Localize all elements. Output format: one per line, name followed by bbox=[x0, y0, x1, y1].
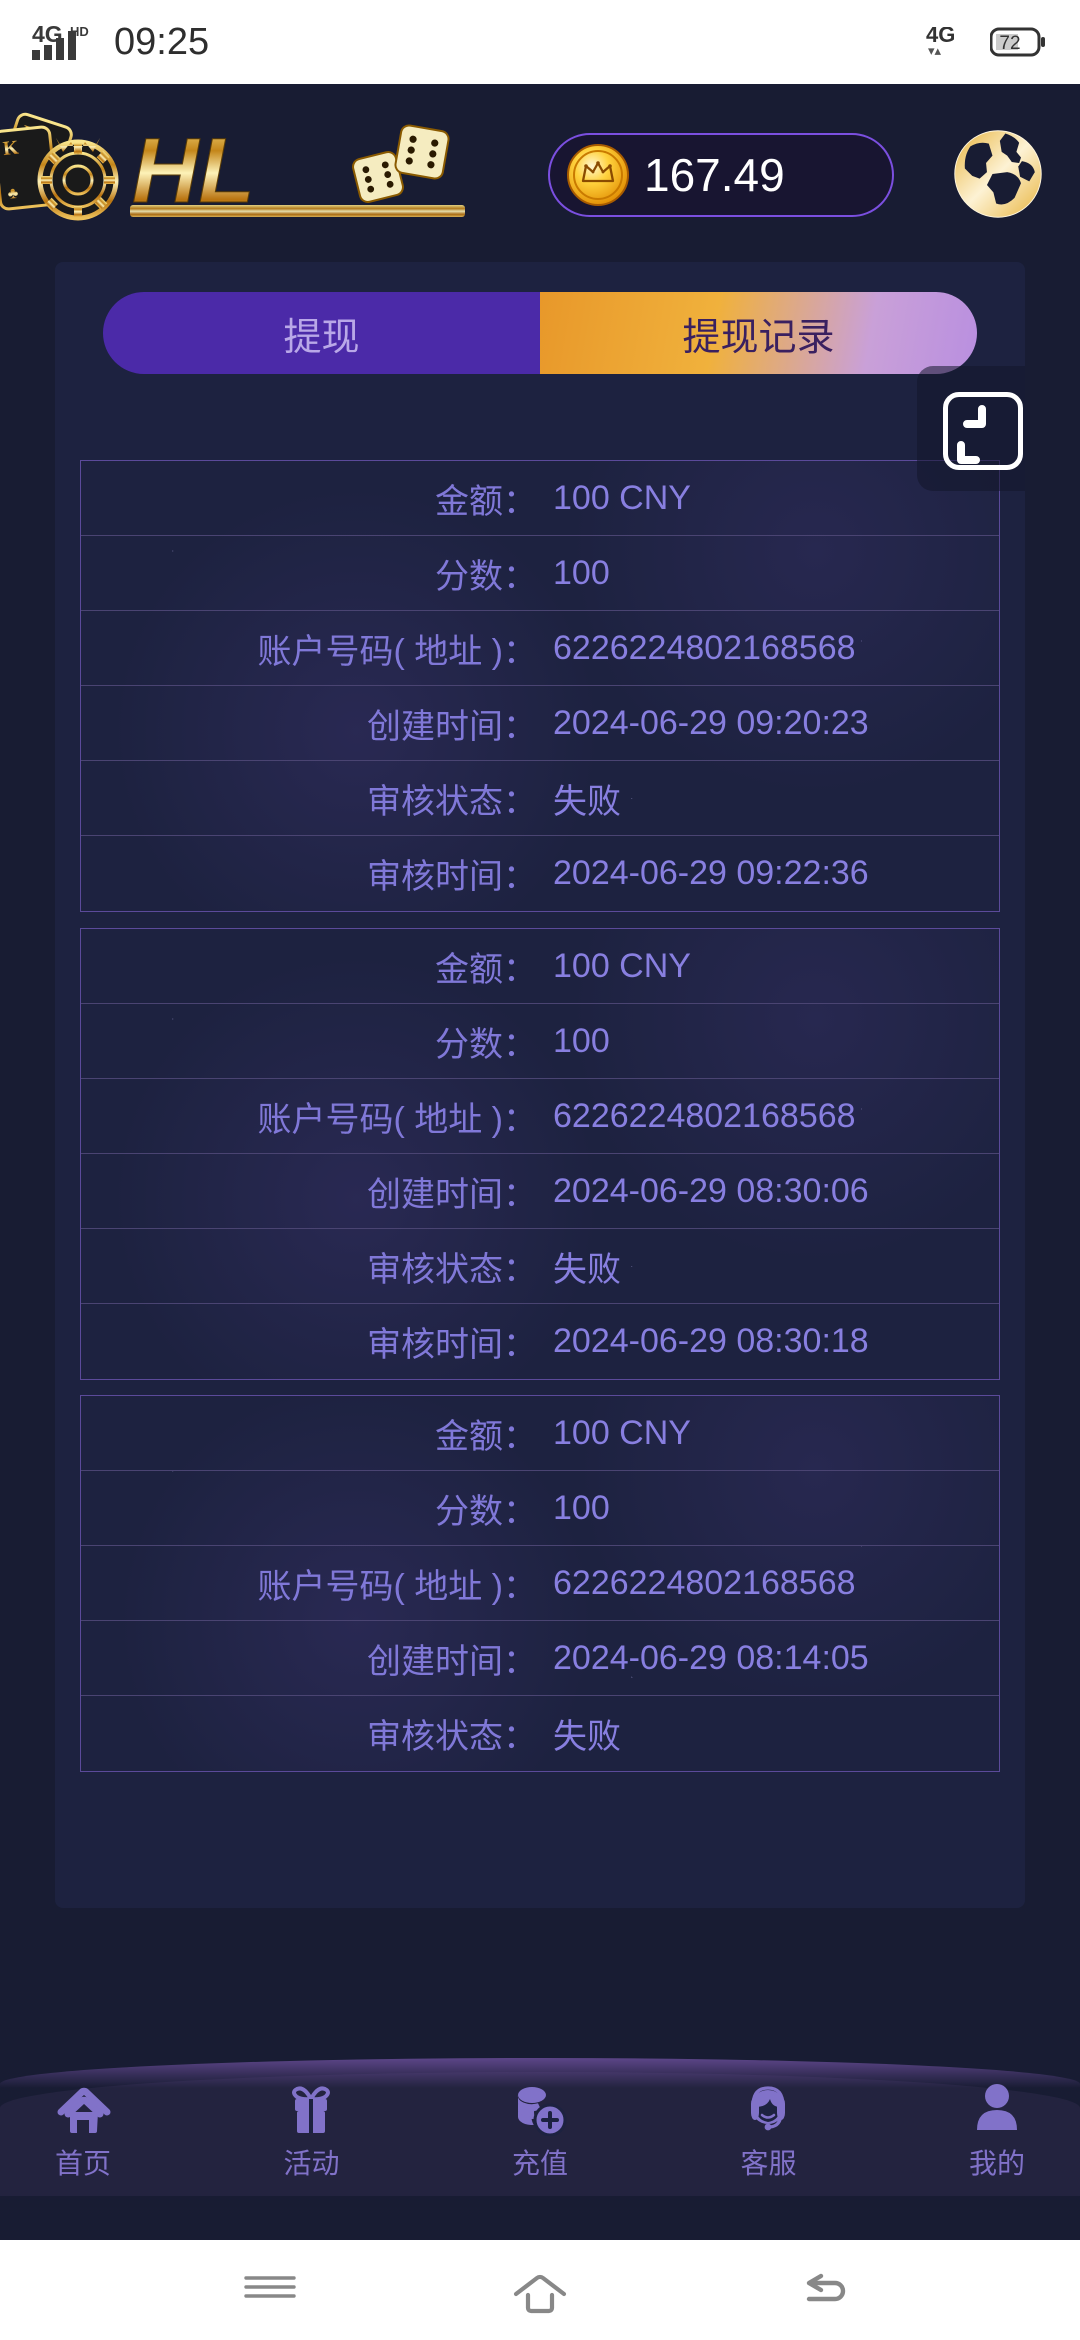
svg-text:72: 72 bbox=[999, 33, 1020, 54]
svg-text:▾▴: ▾▴ bbox=[928, 43, 942, 57]
svg-text:K: K bbox=[2, 137, 20, 161]
